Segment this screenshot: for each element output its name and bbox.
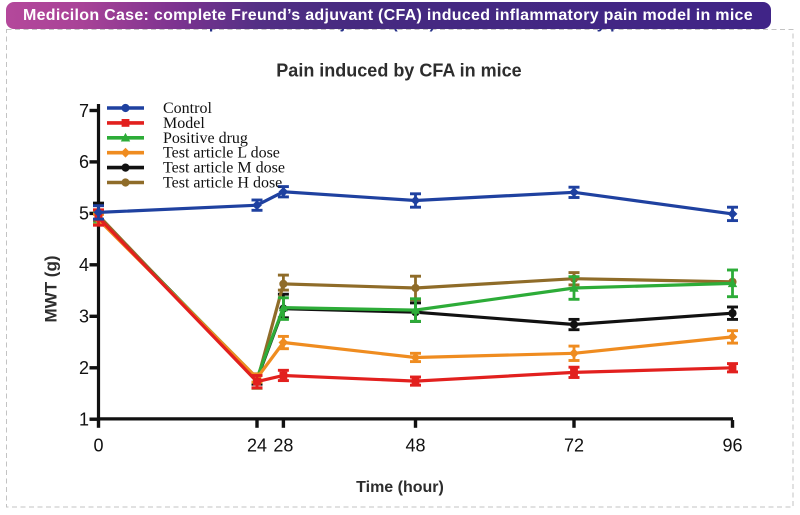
svg-text:Control: Control [163, 100, 212, 117]
svg-text:72: 72 [564, 436, 584, 456]
svg-text:28: 28 [273, 436, 293, 456]
svg-text:Model: Model [163, 115, 205, 132]
svg-text:MWT (g): MWT (g) [42, 255, 61, 322]
svg-text:Test article L dose: Test article L dose [163, 145, 280, 162]
svg-text:3: 3 [79, 307, 89, 327]
svg-text:5: 5 [79, 204, 89, 224]
svg-text:0: 0 [93, 436, 103, 456]
svg-text:Time (hour): Time (hour) [356, 479, 444, 496]
svg-text:24: 24 [247, 436, 267, 456]
svg-text:1: 1 [79, 410, 89, 430]
svg-text:Test article M dose: Test article M dose [163, 160, 285, 177]
svg-text:48: 48 [405, 436, 425, 456]
svg-text:6: 6 [79, 152, 89, 172]
svg-text:Pain induced by CFA in mice: Pain induced by CFA in mice [276, 61, 521, 81]
svg-text:96: 96 [722, 436, 742, 456]
svg-text:4: 4 [79, 255, 89, 275]
svg-text:7: 7 [79, 101, 89, 121]
svg-text:2: 2 [79, 358, 89, 378]
svg-text:Test article H dose: Test article H dose [163, 175, 282, 192]
svg-text:Positive drug: Positive drug [163, 130, 248, 147]
